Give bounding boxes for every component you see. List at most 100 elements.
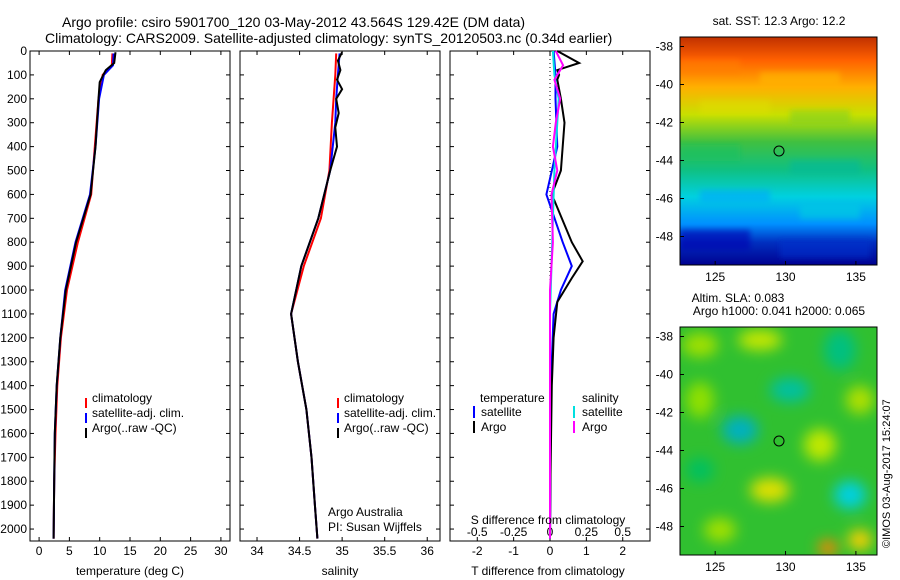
x-tick-label: 10 <box>93 544 107 558</box>
sla-map-frame <box>679 326 878 556</box>
x-tick-label: 1 <box>583 544 590 558</box>
x2-tick-label: 0.25 <box>575 525 599 539</box>
legend-label-argo: Argo(..raw -QC) <box>92 421 177 435</box>
x-tick-label: 36 <box>421 544 435 558</box>
y-tick-label: 1400 <box>0 379 27 393</box>
x-tick-label: -1 <box>508 544 519 558</box>
x-tick-label: 15 <box>123 544 137 558</box>
difference-top-label: S difference from climatology <box>471 513 626 527</box>
y-tick-label: 700 <box>7 211 27 225</box>
map-y-tick-label: -46 <box>656 192 674 206</box>
x-tick-label: -2 <box>472 544 483 558</box>
map-x-tick-label: 130 <box>776 270 796 284</box>
difference-series <box>545 50 584 539</box>
y-tick-label: 0 <box>20 44 27 58</box>
x2-tick-label: -0.5 <box>467 525 488 539</box>
sla-map-subtitle: Argo h1000: 0.041 h2000: 0.065 <box>693 304 865 318</box>
sst-map-title: sat. SST: 12.3 Argo: 12.2 <box>713 14 846 28</box>
x2-tick-label: -0.25 <box>500 525 528 539</box>
legend-label-climatology: climatology <box>344 391 404 405</box>
map-y-tick-label: -38 <box>656 40 674 54</box>
y-tick-label: 900 <box>7 259 27 273</box>
x2-tick-label: 0.5 <box>614 525 631 539</box>
salinity-legend: climatology satellite-adj. clim. Argo(..… <box>337 391 436 438</box>
sst-texture <box>680 60 870 258</box>
map-x-tick-label: 135 <box>846 560 866 574</box>
x-tick-label: 5 <box>66 544 73 558</box>
x-tick-label: 20 <box>154 544 168 558</box>
sla-map-panel: Altim. SLA: 0.083 Argo h1000: 0.041 h200… <box>656 291 878 575</box>
legend-label-argo: Argo(..raw -QC) <box>344 421 429 435</box>
map-x-tick-label: 125 <box>705 270 725 284</box>
difference-legend: temperature salinity satellite Argo sate… <box>473 391 623 434</box>
header-line-2: Climatology: CARS2009. Satellite-adjuste… <box>45 30 612 46</box>
legend-title-salinity: salinity <box>582 391 619 405</box>
temperature-plot-frame <box>29 50 231 542</box>
map-x-tick-label: 130 <box>776 560 796 574</box>
x-tick-label: 35 <box>335 544 349 558</box>
x-tick-label: 0 <box>547 544 554 558</box>
x-tick-label: 2 <box>619 544 626 558</box>
series-line-argo-raw-qc <box>52 52 117 539</box>
y-tick-label: 1000 <box>0 283 27 297</box>
legend-label-climatology: climatology <box>92 391 152 405</box>
y-tick-label: 400 <box>7 140 27 154</box>
sst-map-frame <box>679 36 878 266</box>
map-y-tick-label: -44 <box>656 444 674 458</box>
y-tick-label: 1700 <box>0 450 27 464</box>
credit-text: ©IMOS 03-Aug-2017 15:24:07 <box>881 399 893 548</box>
y-tick-label: 1600 <box>0 426 27 440</box>
legend-label-s-satellite: satellite <box>582 405 623 419</box>
salinity-plot-frame <box>239 50 441 542</box>
salinity-panel: 34 34.5 35 35.5 36 salinity climatology sate… <box>239 50 441 578</box>
salinity-x-label: salinity <box>322 564 359 578</box>
y-tick-label: 500 <box>7 164 27 178</box>
series-line-argo-raw-qc <box>290 51 344 539</box>
difference-x-label: T difference from climatology <box>471 564 625 578</box>
salinity-annotation-line-1: Argo Australia <box>328 505 403 519</box>
sla-map-title: Altim. SLA: 0.083 <box>692 291 785 305</box>
map-y-tick-label: -40 <box>656 78 674 92</box>
legend-label-t-satellite: satellite <box>481 405 522 419</box>
y-tick-label: 1200 <box>0 331 27 345</box>
y-tick-label: 600 <box>7 187 27 201</box>
map-y-tick-label: -48 <box>656 520 674 534</box>
x-tick-label: 30 <box>214 544 228 558</box>
legend-title-temperature: temperature <box>480 391 545 405</box>
map-y-tick-label: -44 <box>656 154 674 168</box>
temperature-ticks: 0 5 10 15 20 25 300100200300400500600700800900… <box>0 44 230 558</box>
map-y-tick-label: -38 <box>656 330 674 344</box>
x-tick-label: 0 <box>36 544 43 558</box>
sla-map-ticks: 125 130 135 -38 -40 -42 -44 -46 -48 <box>656 330 867 575</box>
map-y-tick-label: -40 <box>656 368 674 382</box>
y-tick-label: 1100 <box>1 307 27 321</box>
y-tick-label: 1900 <box>0 498 27 512</box>
x-tick-label: 35.5 <box>373 544 397 558</box>
map-x-tick-label: 135 <box>846 270 866 284</box>
sst-map-panel: sat. SST: 12.3 Argo: 12.2 125 130 135 -38 -4… <box>656 14 878 285</box>
map-y-tick-label: -46 <box>656 482 674 496</box>
legend-label-satellite: satellite-adj. clim. <box>344 406 436 420</box>
sla-texture <box>682 330 874 555</box>
map-x-tick-label: 125 <box>705 560 725 574</box>
salinity-series <box>290 51 344 539</box>
y-tick-label: 1500 <box>0 403 27 417</box>
legend-label-t-argo: Argo <box>481 420 507 434</box>
map-y-tick-label: -48 <box>656 230 674 244</box>
temperature-x-label: temperature (deg C) <box>76 564 184 578</box>
y-tick-label: 300 <box>7 116 27 130</box>
y-tick-label: 100 <box>7 68 27 82</box>
header-line-1: Argo profile: csiro 5901700_120 03-May-2… <box>62 14 525 30</box>
y-tick-label: 2000 <box>0 522 27 536</box>
y-tick-label: 800 <box>7 235 27 249</box>
salinity-annotation-line-2: PI: Susan Wijffels <box>328 520 422 534</box>
sst-map-ticks: 125 130 135 -38 -40 -42 -44 -46 -48 <box>656 40 867 285</box>
sst-argo-marker <box>773 145 785 157</box>
series-line-argo <box>549 50 565 539</box>
salinity-ticks: 34 34.5 35 35.5 36 <box>240 50 440 558</box>
temperature-panel: 0 5 10 15 20 25 300100200300400500600700800900… <box>0 44 231 578</box>
y-tick-label: 200 <box>7 92 27 106</box>
y-tick-label: 1300 <box>0 355 27 369</box>
y-tick-label: 1800 <box>0 474 27 488</box>
x-tick-label: 34 <box>250 544 264 558</box>
